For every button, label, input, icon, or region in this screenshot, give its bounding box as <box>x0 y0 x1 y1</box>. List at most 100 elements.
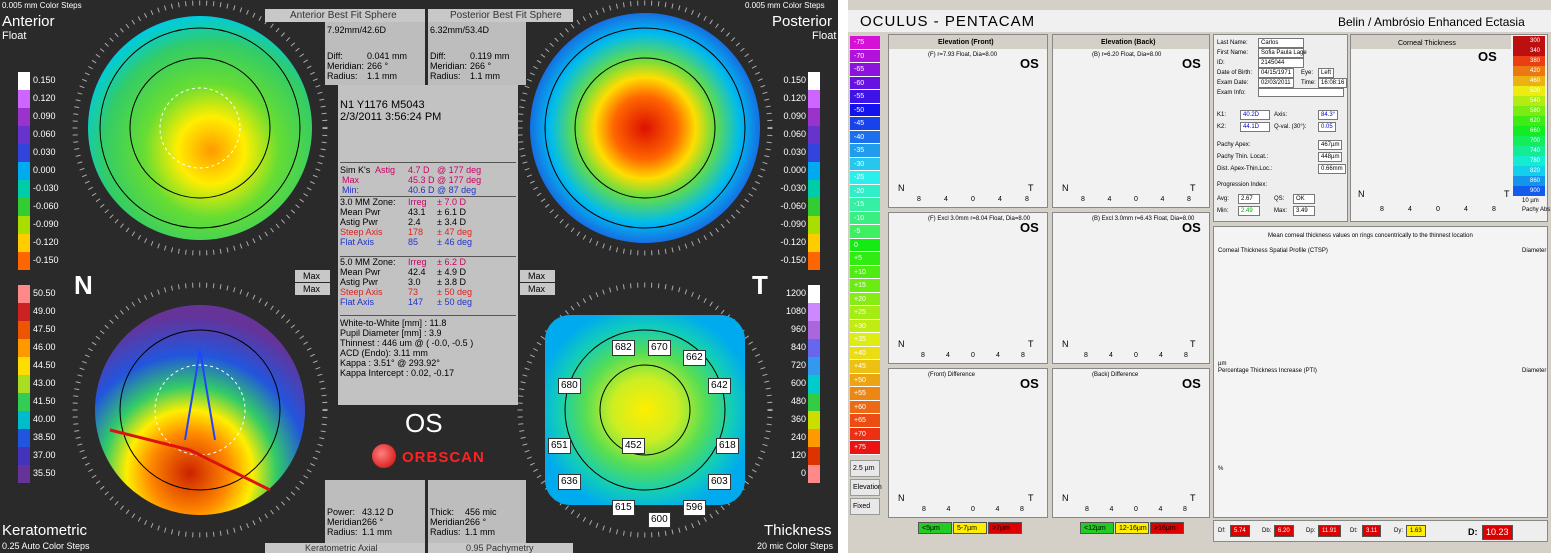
brand: ORBSCAN <box>402 449 485 466</box>
scale-label: 0 <box>854 241 858 249</box>
scale-label: 46.00 <box>33 342 56 352</box>
scale-label: 0.060 <box>33 129 56 139</box>
scale-label: -5 <box>854 228 861 235</box>
scale-label: 540 <box>1530 98 1541 104</box>
scale-label: +10 <box>854 268 866 276</box>
label: QS: <box>1274 196 1285 202</box>
pachy-value: 680 <box>558 378 581 394</box>
temporal: T <box>1028 493 1034 503</box>
label: Last Name: <box>1217 40 1248 46</box>
label: 266 ° <box>362 517 384 527</box>
label: 456 mic <box>465 507 497 517</box>
label: 73 <box>408 287 419 297</box>
label: Astig Pwr <box>340 217 379 227</box>
eye-label: OS <box>1020 56 1039 71</box>
pentacam-panel: 4005006007008009000246810 mm010203040506… <box>848 0 1551 553</box>
label: ± 7.0 D <box>437 197 466 207</box>
legend-box <box>1150 522 1184 534</box>
scale-swatch <box>18 234 30 252</box>
axis-tick: 4 <box>1464 206 1468 213</box>
scale-label: +65 <box>854 417 866 424</box>
scale-swatch <box>18 393 30 411</box>
scale-swatch <box>850 346 880 360</box>
label: 43.12 D <box>362 507 394 517</box>
scale-label: -10 <box>854 214 865 222</box>
label: 178 <box>408 227 424 237</box>
field-value: Sofia Paula Lage <box>1258 48 1307 58</box>
field-value: 84.3° <box>1318 110 1339 120</box>
map-title-bar <box>889 35 1047 49</box>
field-value: OK <box>1293 194 1315 204</box>
field-value: 40.2D <box>1240 110 1270 120</box>
d-value: 10.23 <box>1482 525 1513 540</box>
scale-label: 1080 <box>785 306 806 316</box>
axis-tick: 0 <box>971 506 975 513</box>
orbscan-logo <box>372 444 396 468</box>
report-title: Belin / Ambrósio Enhanced Ectasia <box>1338 15 1525 29</box>
label: K2: <box>1217 124 1227 130</box>
label: Astig Pwr <box>340 277 379 287</box>
scale-swatch <box>850 49 880 63</box>
axis-tick: 8 <box>1021 352 1025 359</box>
nasal: N <box>898 493 905 503</box>
panel-title: Corneal Thickness <box>1398 40 1456 47</box>
label: Astig <box>375 165 396 175</box>
posterior-map <box>517 0 773 256</box>
scale-swatch <box>850 157 880 171</box>
scale-swatch <box>808 198 820 216</box>
scale-swatch <box>850 171 880 185</box>
pachy-value: 651 <box>548 438 571 454</box>
scale-swatch <box>18 321 30 339</box>
scale-swatch <box>1513 116 1545 126</box>
pachy-value: 452 <box>622 438 645 454</box>
scale-swatch <box>850 184 880 198</box>
max-box <box>295 270 330 282</box>
x-label: Diameter <box>1522 248 1547 254</box>
label: Keratometric Axial <box>305 543 378 553</box>
label: Keratometric <box>2 522 88 539</box>
scale-swatch <box>1513 36 1545 46</box>
label: 45.3 D <box>408 175 435 185</box>
anterior-map <box>72 0 328 256</box>
scale-swatch <box>1513 186 1545 196</box>
scale-swatch <box>1513 86 1545 96</box>
scale-label: 44.50 <box>33 360 56 370</box>
scale-label: -65 <box>854 66 865 73</box>
scale-label: 43.00 <box>33 378 56 388</box>
field-value: 3.49 <box>1293 206 1315 216</box>
scale-swatch <box>808 252 820 270</box>
label: ± 6.1 D <box>437 207 466 217</box>
scale-label: 50.50 <box>33 288 56 298</box>
legend-box <box>953 522 987 534</box>
label: ± 50 deg <box>437 287 472 297</box>
scale-swatch <box>808 447 820 465</box>
scale-label: +20 <box>854 295 866 303</box>
label: N1 Y1176 M5043 <box>340 99 425 111</box>
scale-label: -0.060 <box>780 201 806 211</box>
scale-label: -0.090 <box>780 219 806 229</box>
axis-tick: 4 <box>1109 506 1114 513</box>
chart-title: Percentage Thickness Increase (PTI) <box>1218 368 1317 374</box>
axis-tick: 8 <box>1187 196 1191 203</box>
label: Mean Pwr <box>340 267 381 277</box>
label: Time: <box>1301 80 1316 86</box>
scale-swatch <box>18 465 30 483</box>
axis-tick: 4 <box>1107 196 1112 203</box>
field-value: 467µm <box>1318 140 1343 150</box>
scale-swatch <box>1513 76 1545 86</box>
label: Kappa : 3.51° @ 293.92° <box>340 358 440 368</box>
label: Meridian: <box>327 517 365 527</box>
d-label: Df: <box>1218 528 1226 534</box>
thickness-map <box>517 282 773 538</box>
scale-label: 0.000 <box>783 165 806 175</box>
field-value: 2.67 <box>1238 194 1260 204</box>
axis-tick: 8 <box>1081 196 1085 203</box>
d-value: 6.20 <box>1274 525 1294 537</box>
scale-label: -0.030 <box>780 183 806 193</box>
header-box <box>428 9 573 22</box>
axis-tick: 0 <box>971 352 975 359</box>
label: 0.041 mm <box>367 51 408 61</box>
label: Max: <box>1274 208 1288 214</box>
header-box <box>265 543 425 553</box>
